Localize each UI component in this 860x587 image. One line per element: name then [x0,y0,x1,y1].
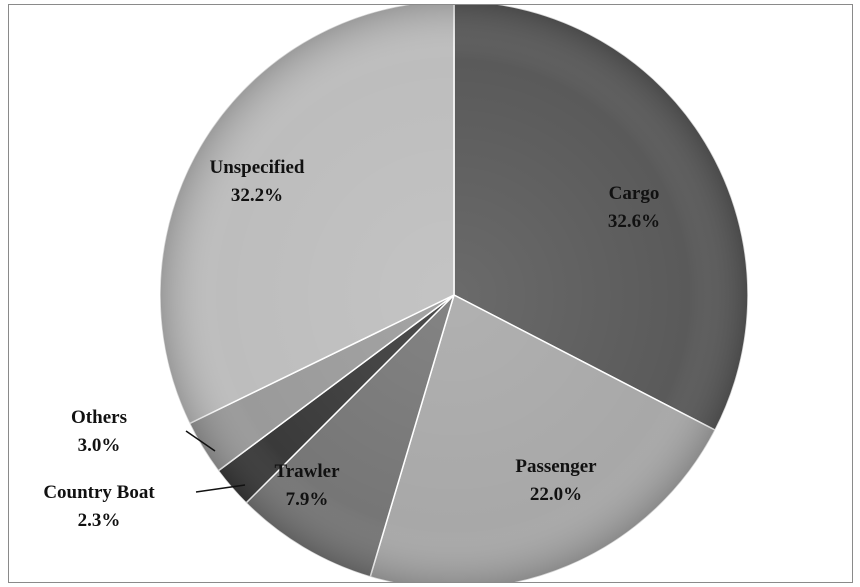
slice-value-label: 32.6% [608,211,660,232]
chart-frame: Cargo 32.6% Passenger 22.0% Trawler 7.9% Count… [8,4,853,583]
leader-lines [185,430,246,493]
pie-chart: Cargo 32.6% Passenger 22.0% Trawler 7.9% Count… [43,5,749,582]
slice-category-label: Cargo [609,183,660,204]
leader-line-others [185,430,216,452]
slice-category-label: Passenger [515,456,597,477]
slice-category-label: Trawler [274,461,340,482]
slice-label-cargo: Cargo 32.6% [608,183,660,232]
slice-category-label: Unspecified [210,157,305,178]
slice-label-country-boat: Country Boat 2.3% [43,482,155,531]
slice-label-passenger: Passenger 22.0% [515,456,597,505]
slice-value-label: 22.0% [530,484,582,505]
slice-label-unspecified: Unspecified 32.2% [210,157,305,206]
slices-group [159,5,749,582]
slice-category-label: Others [71,407,127,428]
slice-labels: Cargo 32.6% Passenger 22.0% Trawler 7.9% Count… [43,157,660,531]
slice-label-others: Others 3.0% [71,407,127,456]
leader-line-country-boat [195,484,246,493]
slice-value-label: 3.0% [78,435,121,456]
slice-value-label: 32.2% [231,185,283,206]
slice-value-label: 2.3% [78,510,121,531]
slice-value-label: 7.9% [286,489,329,510]
slice-label-trawler: Trawler 7.9% [274,461,340,510]
slice-category-label: Country Boat [43,482,155,503]
